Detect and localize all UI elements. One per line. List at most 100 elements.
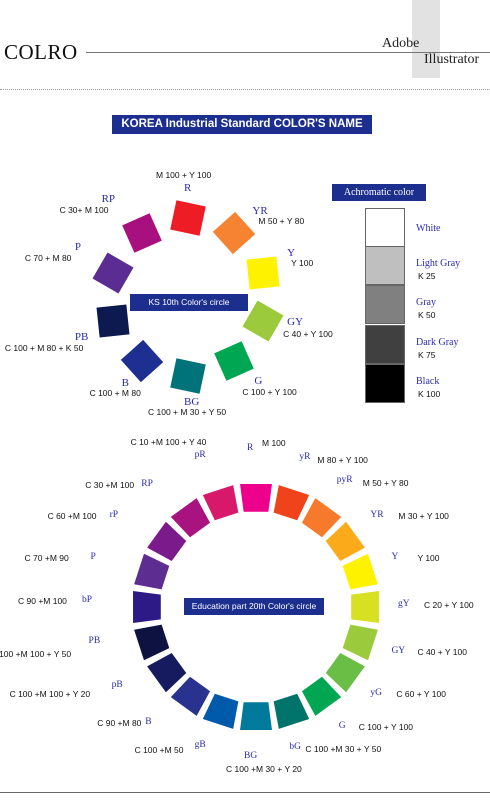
header-rule (86, 52, 490, 53)
edu-segment-6 (351, 591, 379, 623)
ks-label-y: Y (287, 246, 296, 259)
achro-name-3: Gray (416, 297, 436, 308)
ks-value-b: C 100 + M 80 (89, 387, 141, 398)
ks-circle-title: KS 10th Color's circle (130, 294, 248, 311)
edu-segment-19 (170, 498, 211, 538)
edu-label-5: Y (391, 551, 399, 562)
ks-value-r: M 100 + Y 100 (156, 170, 212, 180)
edu-value-1: M 100 (262, 438, 286, 448)
page-title: COLRO (4, 40, 78, 64)
ks-value-yr: M 50 + Y 80 (258, 216, 305, 227)
achro-name-2: Light Gray (416, 258, 461, 269)
achro-swatch-5 (365, 364, 405, 403)
edu-value-10: C 100 +M 30 + Y 50 (305, 744, 382, 755)
ks-value-pb: C 100 + M 80 + K 50 (4, 343, 84, 354)
edu-segment-15 (134, 624, 170, 661)
edu-label-9: G (338, 721, 346, 732)
edu-circle-title: Education part 20th Color's circle (184, 598, 324, 615)
ks-label-pb: PB (74, 331, 89, 344)
edu-label-1: R (247, 443, 254, 453)
edu-value-4: M 30 + Y 100 (398, 511, 449, 522)
ks-value-rp: C 30+ M 100 (59, 205, 109, 216)
edu-value-13: C 90 +M 80 (97, 718, 142, 729)
edu-label-14: pB (111, 679, 123, 690)
achromatic-title: Achromatic color (332, 184, 426, 201)
edu-value-17: C 70 +M 90 (24, 552, 69, 563)
edu-label-10: bG (289, 742, 302, 753)
edu-value-15: C 100 +M 100 + Y 50 (0, 649, 72, 660)
edu-label-4: YR (370, 510, 384, 521)
brand-adobe: Adobe (382, 36, 420, 51)
ks-label-yr: YR (252, 205, 268, 218)
edu-value-16: C 90 +M 100 (18, 596, 67, 606)
edu-label-20: pR (194, 449, 206, 460)
edu-value-8: C 60 + Y 100 (396, 688, 446, 699)
edu-label-19: RP (141, 478, 153, 489)
edu-value-5: Y 100 (417, 552, 440, 563)
main-banner: KOREA Industrial Standard COLOR'S NAME (112, 115, 372, 134)
brand-illustrator: Illustrator (424, 52, 480, 67)
edu-value-7: C 40 + Y 100 (417, 647, 467, 658)
ks-label-b: B (121, 376, 129, 389)
edu-label-13: B (145, 717, 152, 728)
edu-value-14: C 100 +M 100 + Y 20 (9, 688, 91, 699)
achro-value-4: K 75 (418, 350, 436, 360)
edu-segment-18 (147, 521, 187, 562)
ks-label-rp: RP (101, 193, 116, 206)
edu-value-6: C 20 + Y 100 (424, 600, 474, 610)
achro-swatch-3 (365, 285, 405, 324)
ks-value-y: Y 100 (291, 257, 314, 268)
edu-label-12: gB (194, 740, 206, 751)
achro-value-3: K 50 (418, 310, 436, 320)
edu-value-18: C 60 +M 100 (47, 511, 97, 522)
ks-value-gy: C 40 + Y 100 (283, 329, 333, 340)
ks-label-gy: GY (287, 316, 304, 329)
edu-segment-10 (273, 693, 310, 729)
edu-label-15: PB (88, 636, 101, 647)
edu-label-11: BG (244, 751, 258, 761)
edu-value-3: M 50 + Y 80 (362, 477, 409, 488)
edu-segment-5 (342, 553, 378, 590)
achro-swatch-2 (365, 246, 405, 285)
edu-segment-17 (134, 553, 170, 590)
achro-value-5: K 100 (418, 389, 441, 399)
edu-label-6: gY (398, 599, 410, 609)
ks-label-p: P (74, 240, 81, 253)
edu-segment-7 (342, 624, 378, 661)
edu-segment-20 (202, 485, 239, 521)
edu-segment-14 (147, 652, 187, 693)
edu-segment-3 (301, 498, 342, 538)
edu-value-9: C 100 + Y 100 (358, 722, 414, 733)
ks-label-g: G (254, 374, 263, 387)
edu-value-12: C 100 +M 50 (134, 745, 184, 756)
edu-segment-4 (325, 521, 365, 562)
edu-label-17: P (90, 551, 96, 562)
ks-value-g: C 100 + Y 100 (242, 386, 297, 397)
edu-label-2: yR (299, 451, 311, 462)
achro-name-1: White (416, 223, 441, 234)
edu-segment-13 (170, 676, 211, 716)
achro-name-5: Black (416, 376, 440, 387)
edu-segment-8 (325, 652, 365, 693)
achro-swatch-4 (365, 325, 405, 364)
edu-value-11: C 100 +M 30 + Y 20 (226, 764, 302, 774)
edu-label-7: GY (391, 646, 406, 657)
edu-segment-2 (273, 485, 310, 521)
edu-label-8: yG (370, 687, 383, 698)
edu-segment-12 (202, 693, 239, 729)
ks-value-p: C 70 + M 80 (24, 252, 72, 263)
dotted-divider (0, 89, 490, 90)
edu-value-20: C 10 +M 100 + Y 40 (130, 436, 207, 447)
edu-value-19: C 30 +M 100 (85, 479, 135, 490)
edu-segment-16 (133, 591, 161, 623)
edu-label-3: pyR (336, 474, 353, 485)
edu-value-2: M 80 + Y 100 (317, 454, 368, 465)
edu-segment-9 (301, 676, 342, 716)
edu-segment-11 (240, 702, 272, 730)
edu-label-18: rP (109, 510, 119, 521)
edu-label-16: bP (82, 595, 93, 605)
achro-value-2: K 25 (418, 271, 436, 281)
footer-rule (0, 792, 490, 793)
edu-segment-1 (240, 484, 272, 512)
